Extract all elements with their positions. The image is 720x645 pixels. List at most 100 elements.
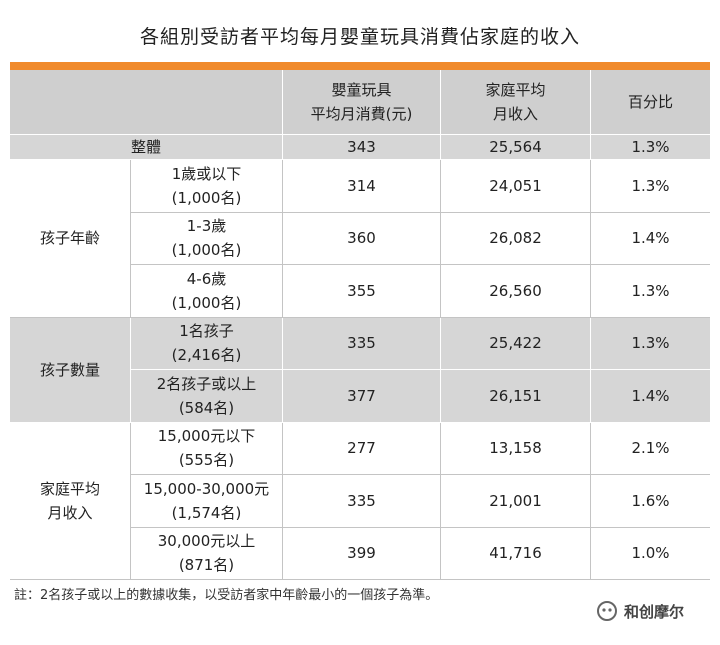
accent-bar (10, 62, 710, 70)
value-cell: 25,564 (440, 135, 590, 160)
cell-text: 1.3% (631, 334, 670, 353)
value-cell: 335 (282, 317, 440, 370)
cell-text: 355 (347, 281, 376, 300)
cell-text: 41,716 (489, 544, 542, 563)
cell-text: 26,151 (489, 386, 542, 405)
cell-text: 314 (347, 176, 376, 195)
cell-text: 26,082 (489, 229, 542, 248)
cell-text: 4-6歲 (186, 269, 227, 288)
title: 各組別受訪者平均每月嬰童玩具消費佔家庭的收入 (139, 26, 580, 48)
header-cell: 家庭平均 月收入 (440, 70, 590, 135)
watermark-text: 和创摩尔 (624, 602, 685, 621)
watermark-icon (597, 601, 617, 621)
cell-text: 月收入 (492, 105, 538, 123)
cell-text: 1-3歲 (186, 217, 227, 236)
cell-text: 2.1% (631, 439, 670, 458)
value-cell: 1.3% (590, 135, 710, 160)
cell-text: 277 (347, 439, 376, 458)
value-cell: 355 (282, 265, 440, 318)
value-cell: 26,151 (440, 370, 590, 423)
cell-text: (555名) (178, 451, 235, 470)
value-cell: 25,422 (440, 317, 590, 370)
cell-text: (584名) (178, 398, 235, 417)
cell-text: 25,564 (489, 138, 542, 156)
value-cell: 13,158 (440, 422, 590, 475)
group-label: 孩子年齡 (10, 160, 130, 318)
value-cell: 26,082 (440, 212, 590, 265)
header-cell: 嬰童玩具平均月消費(元) (282, 70, 440, 135)
value-cell: 1.4% (590, 370, 710, 423)
cell-text: 百分比 (627, 93, 673, 111)
cell-text: 377 (347, 386, 376, 405)
cell-text: 嬰童玩具 (331, 81, 392, 99)
cell-text: 1.4% (631, 229, 670, 248)
row-label: 15,000-30,000元 (1,574名) (130, 475, 282, 528)
cell-text: 30,000元以上 (157, 532, 256, 551)
cell-text: 25,422 (489, 334, 542, 353)
row-label: 1歲或以下 (1,000名) (130, 160, 282, 213)
value-cell: 314 (282, 160, 440, 213)
cell-text: 343 (347, 138, 376, 156)
cell-text: 399 (347, 544, 376, 563)
row-label: 1名孩子 (2,416名) (130, 317, 282, 370)
value-cell: 2.1% (590, 422, 710, 475)
cell-text: 1歲或以下 (171, 164, 242, 183)
value-cell: 21,001 (440, 475, 590, 528)
cell-text: 1.6% (631, 491, 670, 510)
cell-text: (2,416名) (171, 346, 242, 365)
cell-text: 2名孩子或以上 (156, 374, 257, 393)
value-cell: 399 (282, 527, 440, 580)
value-cell: 1.3% (590, 160, 710, 213)
note: 註：2名孩子或以上的數據收集，以受訪者家中年齡最小的一個孩子為準。 (14, 588, 439, 603)
row-label: 4-6歲 (1,000名) (130, 265, 282, 318)
value-cell: 1.0% (590, 527, 710, 580)
value-cell: 343 (282, 135, 440, 160)
cell-text: (1,000名) (171, 293, 242, 312)
cell-text: 孩子年齡 (39, 229, 100, 248)
cell-text: 15,000-30,000元 (143, 479, 270, 498)
cell-text: 24,051 (489, 176, 542, 195)
cell-text: 家庭平均 (485, 81, 546, 99)
row-label: 30,000元以上 (871名) (130, 527, 282, 580)
cell-text: 1.3% (631, 138, 670, 156)
cell-text: 1.4% (631, 386, 670, 405)
header-bg (10, 70, 282, 135)
value-cell: 1.3% (590, 317, 710, 370)
value-cell: 377 (282, 370, 440, 423)
cell-text: 月收入 (47, 503, 93, 522)
value-cell: 1.4% (590, 212, 710, 265)
value-cell: 360 (282, 212, 440, 265)
cell-text: (1,000名) (171, 188, 242, 207)
row-label: 2名孩子或以上 (584名) (130, 370, 282, 423)
cell-text: 13,158 (489, 439, 542, 458)
watermark: 和创摩尔 (596, 600, 684, 622)
group-label: 孩子數量 (10, 317, 130, 423)
cell-text: 1.3% (631, 176, 670, 195)
row-label: 15,000元以下 (555名) (130, 422, 282, 475)
cell-text: (1,000名) (171, 241, 242, 260)
cell-text: 335 (347, 491, 376, 510)
overall-label: 整體 (10, 135, 282, 160)
cell-text: 360 (347, 229, 376, 248)
cell-text: 335 (347, 334, 376, 353)
header-cell: 百分比 (590, 70, 710, 135)
cell-text: (1,574名) (171, 503, 242, 522)
cell-text: 整體 (130, 138, 161, 156)
value-cell: 24,051 (440, 160, 590, 213)
row-label: 1-3歲 (1,000名) (130, 212, 282, 265)
value-cell: 26,560 (440, 265, 590, 318)
group-label: 家庭平均 月收入 (10, 422, 130, 580)
cell-text: (871名) (178, 556, 235, 575)
cell-text: 1名孩子 (179, 322, 234, 341)
value-cell: 1.3% (590, 265, 710, 318)
cell-text: 1.0% (631, 544, 670, 563)
cell-text: 15,000元以下 (157, 427, 256, 446)
value-cell: 41,716 (440, 527, 590, 580)
value-cell: 1.6% (590, 475, 710, 528)
cell-text: 平均月消費(元) (310, 105, 413, 123)
cell-text: 1.3% (631, 281, 670, 300)
cell-text: 21,001 (489, 491, 542, 510)
value-cell: 277 (282, 422, 440, 475)
cell-text: 孩子數量 (39, 360, 100, 379)
